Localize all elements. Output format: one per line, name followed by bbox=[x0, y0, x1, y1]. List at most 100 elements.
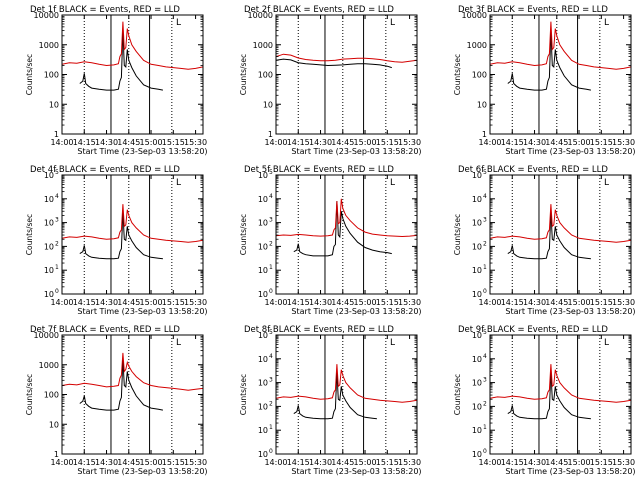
plot-frame bbox=[61, 174, 204, 295]
y-tick-label: 100 bbox=[44, 71, 59, 80]
x-tick-label: 14:00 bbox=[478, 298, 501, 307]
y-tick-label: 10 bbox=[472, 426, 482, 435]
y-tick-exponent: 2 bbox=[269, 240, 273, 247]
x-tick-label: 14:15 bbox=[73, 138, 96, 147]
x-tick-label: 14:00 bbox=[264, 458, 287, 467]
y-axis-label: Counts/sec bbox=[25, 374, 34, 415]
series-line-events bbox=[507, 31, 592, 91]
x-axis-label: Start Time (23-Sep-03 13:58:20) bbox=[291, 307, 421, 316]
x-tick-label: 14:00 bbox=[264, 298, 287, 307]
y-tick-label: 10 bbox=[44, 266, 54, 275]
y-tick-exponent: 3 bbox=[269, 377, 273, 384]
y-tick-label: 10 bbox=[472, 355, 482, 364]
x-tick-label: 15:30 bbox=[612, 458, 635, 467]
y-tick-label: 10 bbox=[472, 331, 482, 340]
x-axis-label: Start Time (23-Sep-03 13:58:20) bbox=[77, 147, 207, 156]
y-tick-label: 10 bbox=[258, 331, 268, 340]
x-tick-label: 14:45 bbox=[331, 298, 354, 307]
y-tick-label: 10 bbox=[477, 100, 487, 109]
y-tick-label: 10 bbox=[44, 219, 54, 228]
x-tick-label: 15:00 bbox=[140, 458, 163, 467]
x-tick-label: 14:30 bbox=[95, 298, 118, 307]
y-tick-label: 10000 bbox=[34, 331, 59, 340]
y-tick-label: 10000 bbox=[34, 11, 59, 20]
x-tick-label: 15:30 bbox=[184, 458, 207, 467]
x-tick-label: 15:30 bbox=[398, 458, 421, 467]
x-axis-label: Start Time (23-Sep-03 13:58:20) bbox=[505, 147, 635, 156]
y-tick-label: 10 bbox=[258, 266, 268, 275]
corner-label: L bbox=[604, 338, 609, 348]
x-tick-label: 14:15 bbox=[287, 298, 310, 307]
y-tick-exponent: 4 bbox=[55, 193, 59, 200]
panel-title: Det 8f BLACK = Events, RED = LLD bbox=[244, 325, 394, 335]
y-tick-label: 10 bbox=[472, 266, 482, 275]
y-tick-label: 10 bbox=[258, 402, 268, 411]
panel-det-3f: L 14:00 14:15 14:30 14:45 15:00 15:15 15:30 1 10 1… bbox=[453, 5, 636, 156]
x-tick-label: 14:45 bbox=[331, 458, 354, 467]
x-axis-label: Start Time (23-Sep-03 13:58:20) bbox=[77, 467, 207, 476]
y-tick-label: 10 bbox=[472, 219, 482, 228]
x-tick-label: 15:15 bbox=[590, 298, 613, 307]
x-tick-label: 15:15 bbox=[162, 298, 185, 307]
series-line-events bbox=[79, 211, 163, 260]
y-tick-label: 10 bbox=[258, 195, 268, 204]
x-tick-label: 15:15 bbox=[162, 458, 185, 467]
x-tick-label: 15:00 bbox=[354, 458, 377, 467]
plot-frame bbox=[61, 334, 204, 455]
panel-det-7f: L 14:00 14:15 14:30 14:45 15:00 15:15 15:30 1 10 1… bbox=[25, 325, 208, 476]
x-tick-label: 14:30 bbox=[523, 458, 546, 467]
y-tick-exponent: 1 bbox=[269, 424, 273, 431]
panel-title: Det 2f BLACK = Events, RED = LLD bbox=[244, 5, 394, 15]
y-tick-exponent: 0 bbox=[483, 288, 487, 295]
y-tick-exponent: 4 bbox=[483, 353, 487, 360]
panel-title: Det 6f BLACK = Events, RED = LLD bbox=[458, 165, 608, 175]
x-tick-label: 14:00 bbox=[478, 138, 501, 147]
x-tick-label: 14:45 bbox=[117, 458, 140, 467]
y-axis-label: Counts/sec bbox=[239, 54, 248, 95]
x-tick-label: 15:00 bbox=[354, 138, 377, 147]
x-tick-label: 15:00 bbox=[568, 138, 591, 147]
y-tick-exponent: 5 bbox=[483, 169, 487, 176]
plot-frame bbox=[275, 334, 418, 455]
x-tick-label: 15:30 bbox=[398, 298, 421, 307]
series-line-lld bbox=[62, 352, 203, 391]
series-line-events bbox=[507, 371, 591, 420]
x-tick-label: 14:45 bbox=[117, 298, 140, 307]
corner-label: L bbox=[604, 18, 609, 28]
y-tick-exponent: 3 bbox=[483, 377, 487, 384]
y-tick-label: 1000 bbox=[253, 41, 273, 50]
series-line-events bbox=[79, 359, 164, 411]
y-tick-exponent: 5 bbox=[483, 329, 487, 336]
series-line-lld bbox=[276, 198, 417, 238]
y-tick-exponent: 0 bbox=[269, 448, 273, 455]
y-tick-label: 10 bbox=[258, 290, 268, 299]
y-axis-label: Counts/sec bbox=[25, 54, 34, 95]
corner-label: L bbox=[176, 178, 181, 188]
y-tick-exponent: 4 bbox=[483, 193, 487, 200]
y-tick-label: 100 bbox=[44, 391, 59, 400]
x-tick-label: 14:15 bbox=[501, 458, 524, 467]
y-tick-exponent: 3 bbox=[483, 217, 487, 224]
y-tick-label: 10 bbox=[258, 450, 268, 459]
y-tick-exponent: 2 bbox=[55, 240, 59, 247]
y-tick-label: 1 bbox=[54, 450, 59, 459]
y-tick-label: 1 bbox=[54, 130, 59, 139]
y-tick-label: 10 bbox=[472, 195, 482, 204]
x-tick-label: 15:00 bbox=[568, 458, 591, 467]
x-axis-label: Start Time (23-Sep-03 13:58:20) bbox=[505, 307, 635, 316]
x-axis-label: Start Time (23-Sep-03 13:58:20) bbox=[505, 467, 635, 476]
plot-frame bbox=[61, 14, 204, 135]
x-tick-label: 14:45 bbox=[545, 458, 568, 467]
x-tick-label: 15:30 bbox=[612, 298, 635, 307]
series-line-events bbox=[293, 371, 377, 420]
panel-title: Det 5f BLACK = Events, RED = LLD bbox=[244, 165, 394, 175]
corner-label: L bbox=[176, 338, 181, 348]
y-tick-exponent: 0 bbox=[55, 288, 59, 295]
x-tick-label: 14:15 bbox=[501, 298, 524, 307]
plot-frame bbox=[489, 14, 632, 135]
y-tick-label: 10 bbox=[472, 242, 482, 251]
